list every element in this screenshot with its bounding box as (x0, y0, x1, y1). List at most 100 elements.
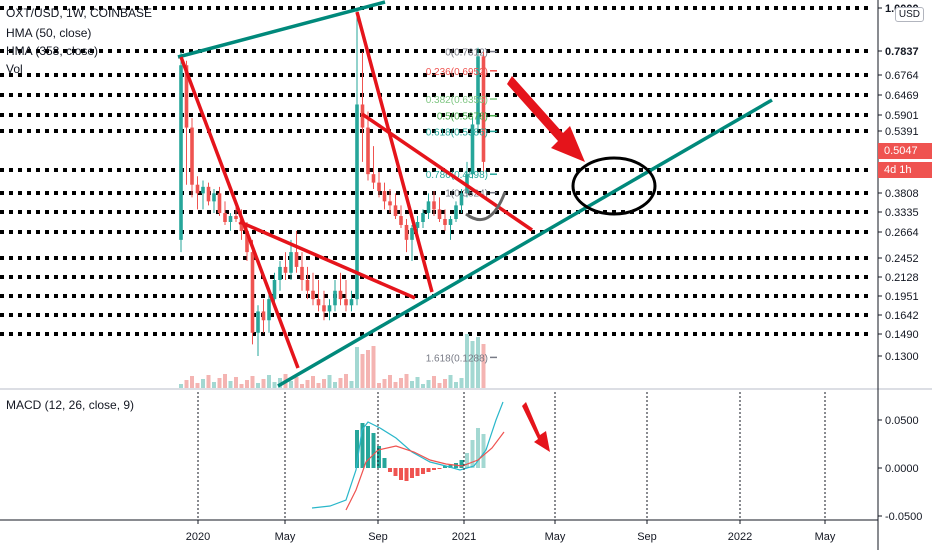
fib-level-label: 0.5(0.5878) (437, 112, 488, 123)
candle-body (184, 65, 189, 128)
macd-histogram-bar (371, 433, 376, 468)
curve-annotation (465, 191, 507, 221)
candle-body (344, 299, 348, 306)
volume-bar (190, 376, 194, 388)
volume-bar (415, 377, 420, 388)
candle-body (393, 205, 398, 217)
candle-body (305, 280, 310, 291)
macd-histogram-bar (437, 468, 442, 469)
candle-body (223, 213, 227, 222)
macd-histogram-bar (388, 468, 392, 472)
candle-body (217, 193, 222, 214)
price-axis-label: 0.7837 (885, 46, 919, 58)
volume-bar (360, 354, 365, 388)
volume-bar (443, 379, 447, 388)
volume-bar (399, 378, 403, 388)
price-axis-label: 0.6469 (885, 90, 919, 102)
candle-body (399, 216, 403, 225)
price-pane[interactable]: 0(0.7812) 0.236(0.6952) 0.382(0.6355) 0.5(0… (0, 0, 878, 452)
candle-body (239, 219, 244, 231)
fib-level-label: 0.786(0.4698) (426, 170, 488, 181)
red-trendline (355, 11, 434, 293)
candle-body (481, 56, 486, 162)
macd-histogram-bar (366, 426, 370, 468)
fib-level-label: 0.236(0.6952) (426, 67, 488, 78)
green-trendline (277, 98, 773, 388)
price-axis-label: 0.2664 (885, 227, 919, 239)
fib-level-label: 0.382(0.6355) (426, 95, 488, 106)
macd-indicator (311, 401, 505, 511)
price-axis-bg (878, 0, 932, 388)
volume-bar (459, 378, 464, 388)
candle-body (333, 290, 337, 306)
candle-body (190, 127, 194, 185)
candle-body (206, 186, 211, 202)
hma358-label[interactable]: HMA (358, close) (6, 44, 99, 58)
volume-bar (426, 380, 431, 388)
volume-bar (217, 378, 222, 388)
volume-bar (388, 375, 392, 388)
time-axis-label: Sep (368, 531, 388, 543)
candle-body (371, 174, 376, 183)
volume-bar (311, 376, 315, 388)
green-trendline (177, 0, 386, 59)
red-arrow-price (507, 76, 585, 162)
volume-bar (393, 382, 398, 388)
time-axis[interactable]: 2020 May Sep 2021 May Sep 2022 May (0, 392, 878, 543)
candle-body (179, 65, 183, 240)
volume-bar (289, 381, 293, 388)
candle-body (421, 213, 425, 222)
price-axis-label: 0.6764 (885, 70, 919, 82)
volume-bar (179, 384, 183, 388)
candle-body (256, 311, 260, 333)
volume-bar (212, 382, 216, 388)
macd-histogram-bar (399, 468, 403, 480)
candle-body (366, 127, 370, 175)
volume-bar (206, 375, 211, 388)
volume-bar (239, 384, 244, 388)
red-arrow-macd (522, 402, 550, 452)
volume-bar (382, 379, 387, 388)
target-circle (571, 156, 657, 216)
macd-pane[interactable] (311, 401, 505, 511)
macd-axis-label: 0.0500 (885, 415, 919, 427)
candle-body (404, 224, 409, 240)
bar-countdown: 4d 1h (878, 162, 932, 178)
candle-body (261, 311, 266, 321)
fibonacci-retracement: 0(0.7812) 0.236(0.6952) 0.382(0.6355) 0.5(0… (426, 48, 497, 364)
macd-axis[interactable]: 0.0500 0.0000 -0.0500 (878, 415, 922, 523)
volume-bar (410, 381, 414, 388)
volume-bar (448, 375, 453, 388)
volume-bar (327, 375, 332, 388)
volume-bar (476, 337, 480, 388)
currency-badge[interactable]: USD (894, 7, 924, 22)
price-axis-label: 0.1300 (885, 351, 919, 363)
price-axis-label: 0.1642 (885, 310, 919, 322)
macd-histogram-bar (377, 446, 381, 468)
macd-histogram-bar (404, 468, 409, 481)
candle-body (377, 182, 381, 192)
volume-bar (454, 382, 458, 388)
time-axis-label: 2022 (728, 531, 752, 543)
price-axis-label: 0.2452 (885, 253, 919, 265)
macd-histogram-bar (393, 468, 398, 476)
price-axis-label: 0.5901 (885, 110, 919, 122)
volume-bar (333, 382, 337, 388)
fib-level-label: 1.618(0.1288) (426, 353, 488, 364)
candle-body (443, 219, 447, 225)
candle-body (388, 201, 392, 206)
macd-histogram-bar (481, 434, 486, 468)
macd-histogram-bar (448, 465, 453, 468)
price-axis-label: 0.5391 (885, 126, 919, 138)
volume-bar (261, 379, 266, 388)
volume-bar (294, 377, 299, 388)
candle-body (338, 290, 343, 300)
symbol-title[interactable]: OXT/USD, 1W, COINBASE (6, 6, 153, 20)
macd-label[interactable]: MACD (12, 26, close, 9) (6, 398, 135, 412)
fib-level-label: 0(0.7812) (445, 48, 488, 59)
macd-histogram-bar (421, 468, 425, 474)
macd-histogram-bar (476, 428, 480, 468)
volume-label[interactable]: Vol (6, 62, 23, 76)
hma50-label[interactable]: HMA (50, close) (6, 26, 92, 40)
